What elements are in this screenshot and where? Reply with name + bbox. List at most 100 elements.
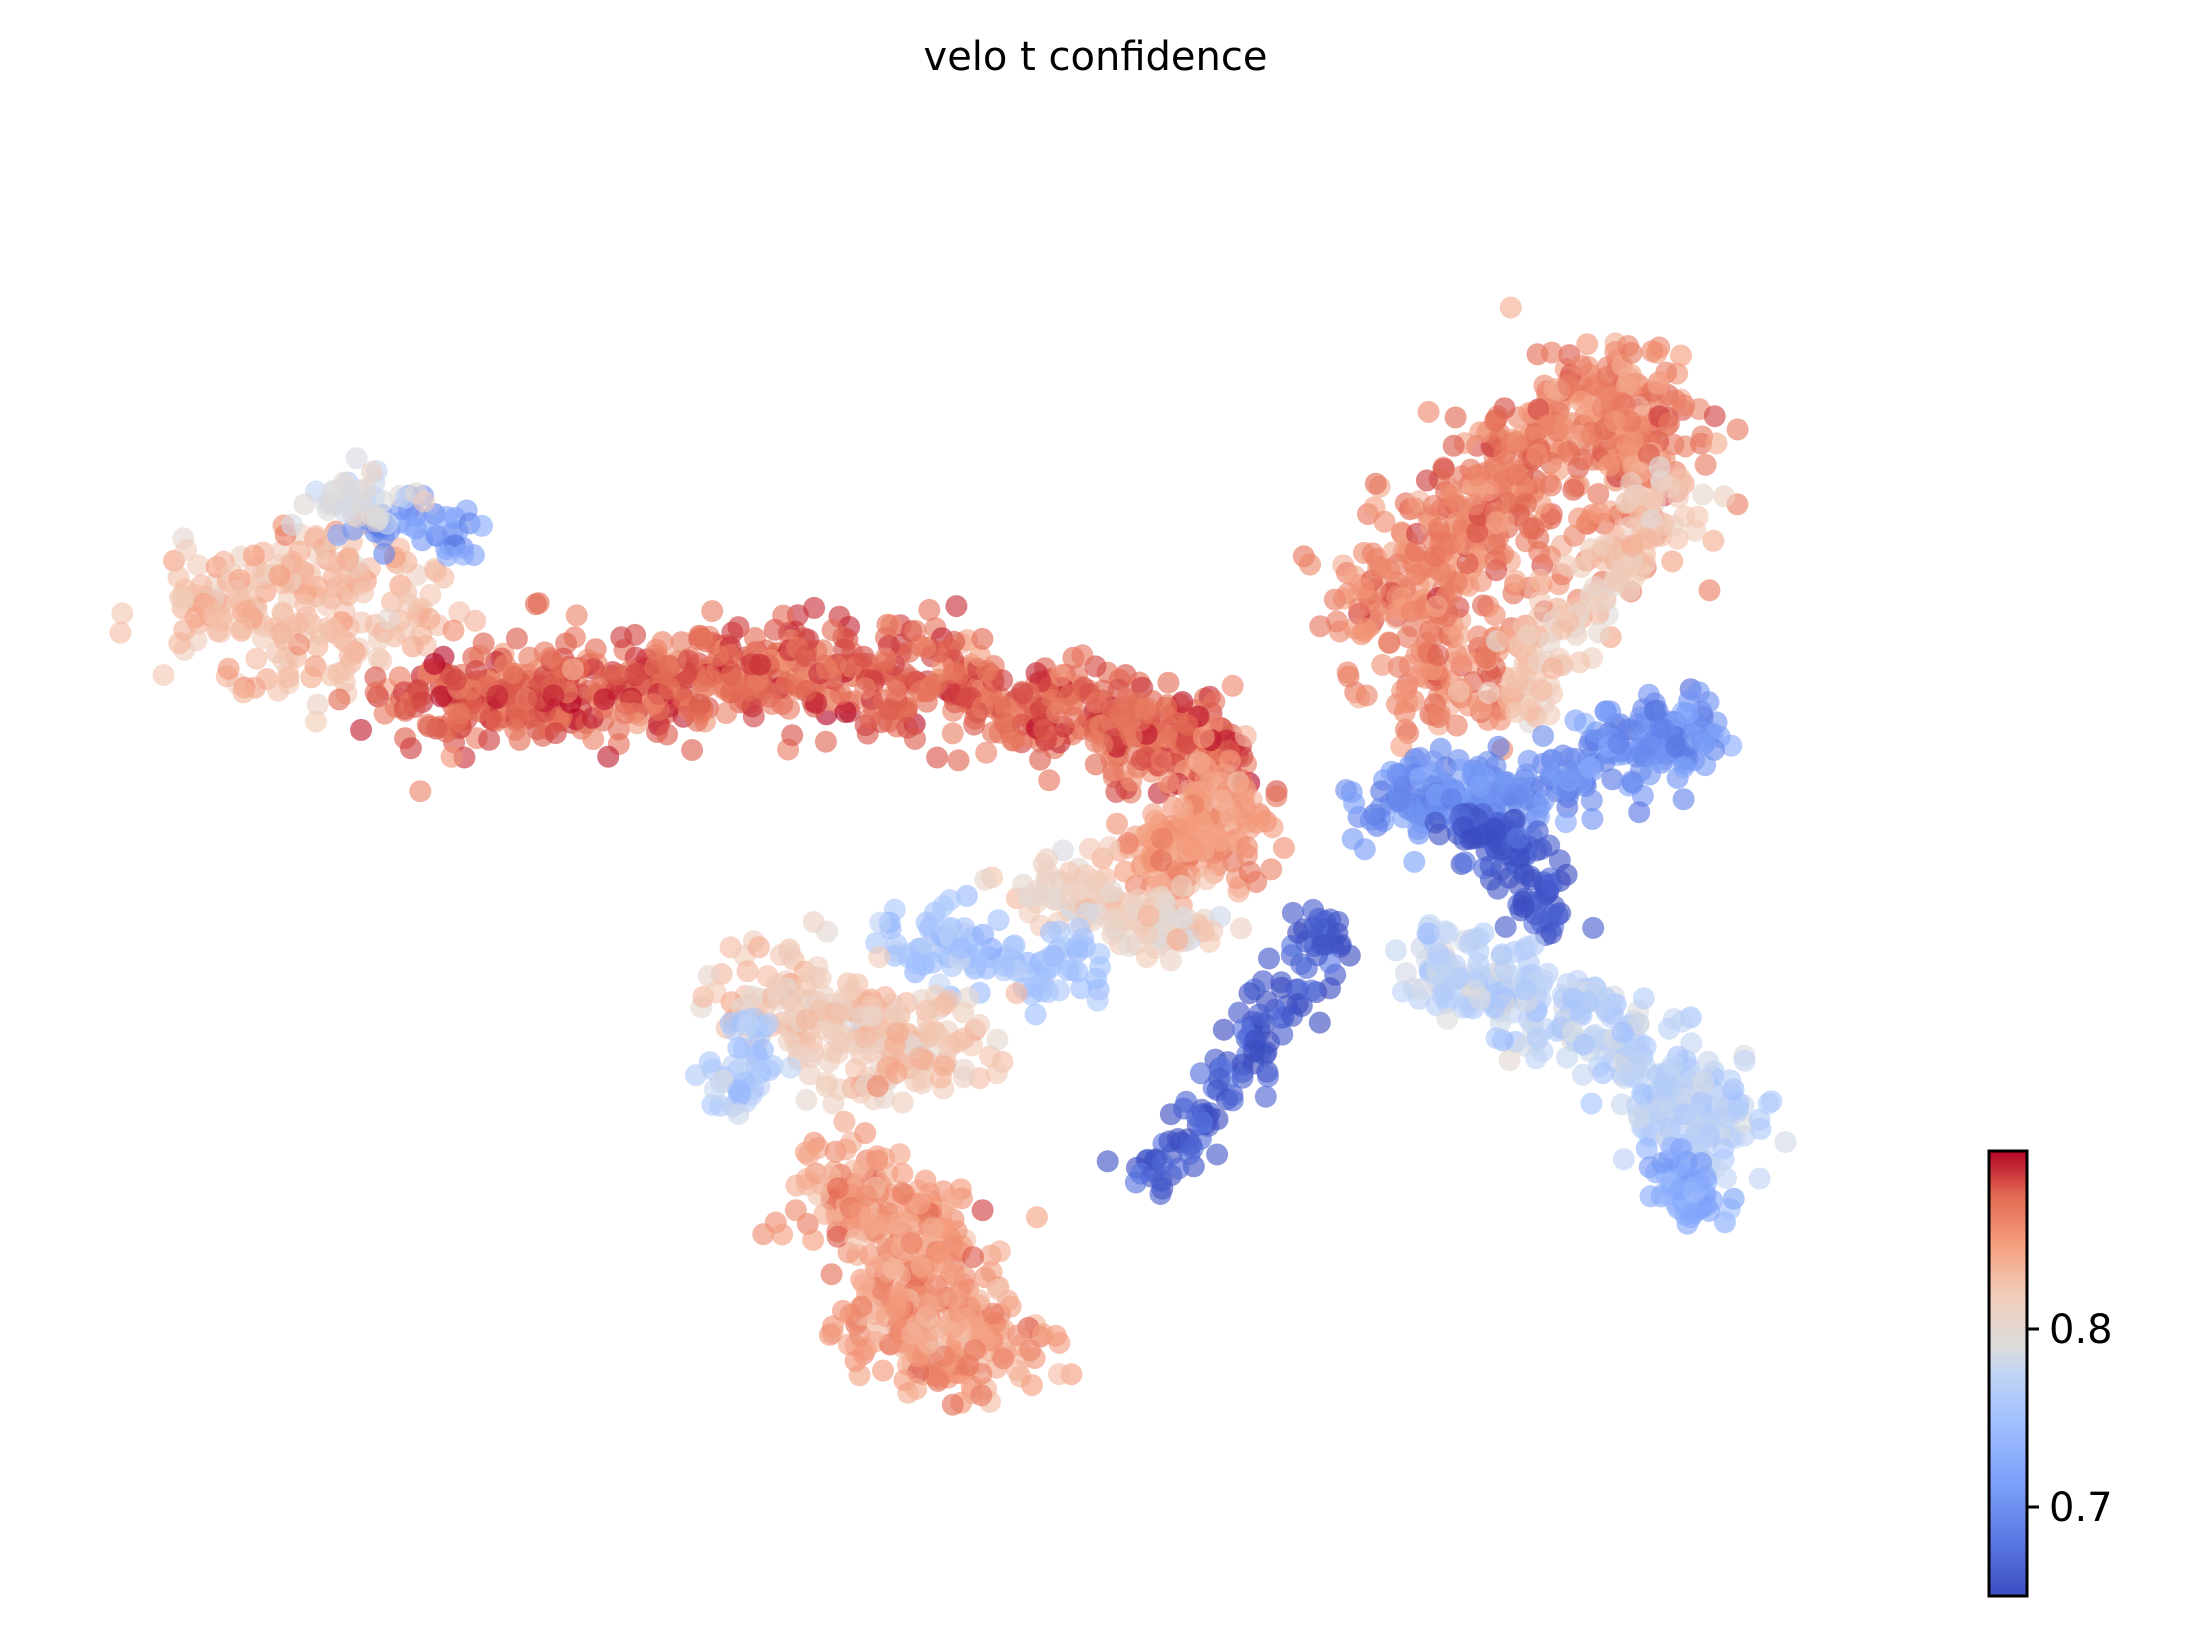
scatter-point: [1429, 703, 1451, 726]
scatter-point: [485, 710, 508, 733]
scatter-point: [941, 722, 964, 745]
scatter-point: [684, 1064, 707, 1087]
scatter-point: [844, 1350, 867, 1372]
scatter-point: [728, 1079, 751, 1102]
scatter-point: [905, 952, 928, 975]
scatter-point: [232, 681, 255, 704]
scatter-point: [736, 960, 759, 983]
scatter-point: [802, 1228, 825, 1251]
scatter-point: [565, 604, 588, 627]
scatter-point: [826, 1225, 849, 1248]
scatter-point: [1134, 698, 1157, 720]
scatter-point: [1505, 430, 1528, 453]
scatter-point: [886, 1022, 909, 1045]
scatter-point: [1474, 647, 1497, 670]
scatter-point: [908, 1046, 931, 1069]
scatter-point: [942, 1286, 965, 1309]
scatter-point: [1452, 816, 1475, 839]
scatter-point: [294, 593, 317, 616]
scatter-point: [187, 554, 209, 577]
scatter-point: [582, 728, 605, 751]
scatter-point: [1505, 700, 1528, 723]
scatter-point: [1527, 398, 1550, 421]
scatter-point: [914, 1169, 937, 1192]
scatter-point: [303, 527, 326, 550]
scatter-point: [1231, 1066, 1254, 1089]
scatter-point: [1538, 631, 1561, 654]
scatter-point: [1085, 691, 1108, 714]
scatter-point: [300, 666, 323, 689]
scatter-point: [921, 1217, 944, 1240]
scatter-point: [1101, 700, 1124, 723]
scatter-point: [884, 1002, 907, 1025]
scatter-point: [1234, 778, 1257, 801]
scatter-point: [748, 936, 770, 959]
scatter-point: [781, 724, 804, 747]
scatter-point: [904, 619, 927, 642]
scatter-point: [1038, 769, 1061, 792]
scatter-point: [1089, 956, 1111, 979]
scatter-point: [1100, 880, 1123, 903]
scatter-point: [1260, 858, 1283, 881]
scatter-point: [1466, 464, 1489, 487]
scatter-point: [719, 1012, 742, 1035]
scatter-point: [419, 583, 442, 606]
scatter-point: [1722, 1187, 1745, 1210]
scatter-point: [1469, 988, 1492, 1011]
scatter-point: [1272, 836, 1295, 859]
scatter-point: [377, 607, 400, 630]
scatter-point: [1568, 651, 1591, 674]
scatter-point: [1698, 579, 1721, 602]
scatter-point: [447, 702, 470, 725]
scatter-point: [1431, 983, 1454, 1006]
scatter-point: [1157, 671, 1180, 694]
scatter-point: [868, 946, 891, 969]
scatter-point: [1453, 851, 1476, 874]
scatter-point: [1018, 901, 1041, 924]
scatter-point: [1515, 763, 1538, 786]
scatter-point: [1137, 904, 1160, 927]
scatter-point: [1436, 1007, 1459, 1030]
scatter-point: [971, 627, 994, 650]
scatter-point: [866, 1149, 889, 1172]
scatter-point: [1526, 443, 1549, 466]
scatter-point: [1748, 1108, 1771, 1131]
scatter-point: [1047, 1363, 1070, 1386]
scatter-point: [905, 1315, 928, 1338]
scatter-point: [1641, 340, 1664, 363]
scatter-point: [1628, 1107, 1651, 1130]
scatter-point: [1448, 624, 1470, 647]
scatter-point: [1572, 1033, 1595, 1056]
scatter-point: [1142, 803, 1165, 826]
scatter-point: [855, 1184, 878, 1207]
scatter-point: [1672, 756, 1695, 779]
scatter-point: [1228, 1001, 1250, 1024]
scatter-point: [982, 1302, 1005, 1325]
scatter-point: [1440, 788, 1463, 811]
scatter-point: [992, 954, 1015, 977]
scatter-point: [1456, 552, 1479, 575]
scatter-point: [942, 661, 965, 684]
scatter-point: [1603, 568, 1626, 591]
scatter-point: [1612, 1148, 1635, 1171]
scatter-point: [703, 1078, 726, 1101]
scatter-point: [866, 1075, 889, 1098]
scatter-point: [833, 1110, 856, 1133]
scatter-point: [1185, 1105, 1208, 1128]
scatter-point: [1206, 1143, 1229, 1166]
scatter-point: [1252, 970, 1274, 993]
scatter-point: [688, 624, 711, 647]
scatter-point: [1403, 802, 1426, 824]
scatter-point: [829, 683, 852, 705]
scatter-point: [908, 1192, 931, 1215]
scatter-point: [1044, 1324, 1067, 1347]
scatter-point: [1417, 400, 1440, 423]
points-layer: [109, 296, 1797, 1416]
scatter-point: [1403, 850, 1426, 873]
scatter-point: [994, 695, 1017, 718]
scatter-point: [1116, 831, 1139, 854]
scatter-point: [1463, 493, 1486, 516]
scatter-point: [1447, 680, 1470, 703]
scatter-point: [1387, 656, 1410, 678]
